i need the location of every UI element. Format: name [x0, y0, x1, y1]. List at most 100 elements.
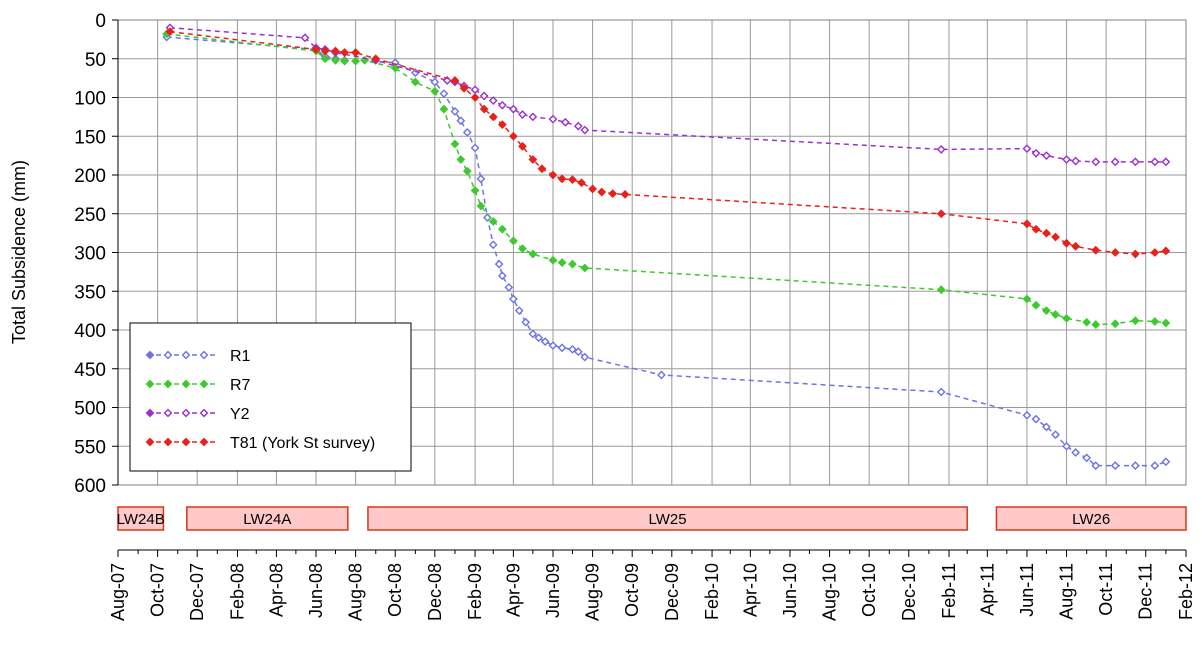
x-tick-label: Oct-07 [148, 563, 168, 617]
data-point [537, 164, 547, 174]
data-point [580, 263, 590, 273]
x-tick-label: Oct-09 [622, 563, 642, 617]
y-tick-label: 550 [74, 437, 106, 458]
data-point [1150, 461, 1160, 471]
data-point [508, 294, 518, 304]
data-point [488, 96, 498, 105]
data-point [320, 54, 330, 64]
data-point [548, 170, 558, 180]
data-point [620, 189, 630, 199]
data-point [450, 139, 460, 149]
panel-bars: LW24B LW24A LW25 LW26 [117, 506, 1187, 531]
data-point [557, 174, 567, 184]
y-tick-label: 350 [74, 282, 106, 303]
data-point [442, 76, 452, 85]
x-tick-label: Aug-09 [583, 563, 603, 621]
data-point [1022, 294, 1032, 304]
data-point [1051, 430, 1060, 440]
data-point [1150, 157, 1160, 167]
data-point [1091, 245, 1101, 255]
data-point [430, 77, 440, 87]
legend-label: R1 [230, 348, 251, 365]
legend-entry: Y2 [145, 406, 250, 423]
data-point [181, 350, 191, 360]
legend-entry: R7 [145, 377, 251, 394]
x-tick-label: Feb-08 [227, 563, 247, 620]
data-point [145, 408, 155, 418]
data-point [410, 77, 420, 87]
data-point [494, 259, 504, 269]
x-tick-label: Feb-10 [702, 563, 722, 620]
data-point [459, 83, 469, 93]
y-tick-label: 250 [74, 205, 106, 226]
legend-entry: T81 (York St survey) [145, 435, 375, 452]
data-point [608, 189, 618, 198]
legend-entry: R1 [145, 348, 251, 365]
data-point [497, 224, 507, 234]
data-point [548, 255, 558, 265]
legend-label: Y2 [230, 406, 250, 423]
panel-label: LW24B [117, 511, 165, 528]
data-point [199, 408, 209, 418]
data-point [528, 249, 538, 259]
x-tick-label: Feb-12 [1176, 563, 1196, 620]
data-point [1031, 414, 1041, 424]
data-point [1091, 157, 1101, 167]
x-tick-label: Dec-11 [1136, 563, 1156, 620]
data-point [1071, 448, 1081, 457]
series-layer [162, 23, 1171, 471]
legend-box [129, 322, 412, 472]
panel-label: LW26 [1072, 511, 1110, 528]
x-tick-label: Jun-10 [780, 563, 800, 618]
data-point [568, 259, 577, 269]
panel-bar [995, 506, 1187, 531]
x-tick-label: Dec-07 [187, 563, 207, 621]
data-point [1110, 319, 1120, 329]
data-point [488, 240, 498, 250]
data-point [1042, 151, 1051, 161]
data-point [340, 48, 349, 57]
data-point [548, 114, 558, 124]
data-point [450, 76, 460, 85]
data-point [1130, 157, 1140, 167]
data-point [1022, 219, 1032, 229]
data-point [320, 46, 330, 56]
x-tick-label: Aug-07 [108, 563, 128, 621]
data-point [1062, 441, 1071, 451]
y-tick-label: 150 [74, 127, 106, 148]
data-point [508, 131, 518, 141]
data-point [528, 155, 538, 164]
series-line [166, 36, 1167, 467]
data-point [580, 125, 590, 135]
data-point [145, 379, 155, 389]
data-point [199, 437, 209, 447]
data-point [588, 184, 597, 194]
data-point [936, 285, 946, 295]
data-point [1062, 155, 1071, 164]
data-point [497, 271, 507, 281]
data-point [504, 282, 514, 292]
legend-label: T81 (York St survey) [230, 435, 375, 452]
data-point [1091, 461, 1101, 471]
x-tick-label: Apr-11 [977, 563, 997, 616]
data-point [470, 143, 480, 153]
series-line [169, 30, 1166, 255]
data-point [1071, 156, 1081, 166]
data-point [476, 174, 486, 184]
data-point [548, 341, 558, 350]
data-point [181, 379, 191, 389]
data-point [1161, 246, 1171, 256]
x-tick-label: Oct-08 [385, 563, 405, 617]
data-point [508, 236, 518, 246]
data-point [479, 91, 489, 101]
data-point [508, 104, 518, 114]
data-point [1161, 457, 1171, 467]
data-point [456, 116, 466, 126]
data-point [479, 104, 489, 114]
x-tick-label: Jun-08 [306, 563, 326, 618]
y-axis-label: Total Subsidence (mm) [9, 160, 29, 344]
data-point [557, 258, 567, 267]
x-tick-label: Dec-09 [662, 563, 682, 621]
panel-bar [186, 506, 349, 531]
